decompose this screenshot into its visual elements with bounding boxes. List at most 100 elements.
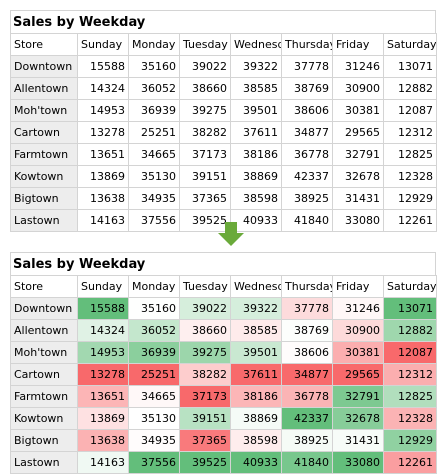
store-name-cell[interactable]: Cartown (10, 363, 78, 386)
sales-value-cell[interactable]: 37173 (179, 385, 231, 408)
sales-value-cell[interactable]: 33080 (332, 209, 384, 232)
sales-value-cell[interactable]: 38598 (230, 429, 282, 452)
sales-value-cell[interactable]: 34935 (128, 429, 180, 452)
sales-value-cell[interactable]: 29565 (332, 363, 384, 386)
store-name-cell[interactable]: Bigtown (10, 187, 78, 210)
sales-value-cell[interactable]: 38282 (179, 363, 231, 386)
sales-value-cell[interactable]: 29565 (332, 121, 384, 144)
sales-value-cell[interactable]: 38869 (230, 407, 282, 430)
sales-value-cell[interactable]: 14953 (77, 99, 129, 122)
sales-value-cell[interactable]: 35130 (128, 165, 180, 188)
store-name-cell[interactable]: Downtown (10, 55, 78, 78)
sales-value-cell[interactable]: 13869 (77, 407, 129, 430)
sales-value-cell[interactable]: 13651 (77, 385, 129, 408)
sales-value-cell[interactable]: 38925 (281, 429, 333, 452)
sales-value-cell[interactable]: 37611 (230, 121, 282, 144)
sales-value-cell[interactable]: 12087 (383, 341, 437, 364)
sales-value-cell[interactable]: 14324 (77, 319, 129, 342)
column-header[interactable]: Friday (332, 275, 384, 298)
sales-value-cell[interactable]: 38660 (179, 77, 231, 100)
sales-value-cell[interactable]: 12312 (383, 363, 437, 386)
sales-value-cell[interactable]: 35160 (128, 55, 180, 78)
sales-value-cell[interactable]: 37556 (128, 451, 180, 474)
sales-value-cell[interactable]: 25251 (128, 121, 180, 144)
sales-value-cell[interactable]: 30381 (332, 341, 384, 364)
sales-value-cell[interactable]: 39275 (179, 341, 231, 364)
sales-value-cell[interactable]: 32678 (332, 165, 384, 188)
sales-value-cell[interactable]: 15588 (77, 55, 129, 78)
column-header[interactable]: Sunday (77, 33, 129, 56)
sales-value-cell[interactable]: 40933 (230, 451, 282, 474)
sales-value-cell[interactable]: 40933 (230, 209, 282, 232)
sales-value-cell[interactable]: 35130 (128, 407, 180, 430)
sales-value-cell[interactable]: 38186 (230, 385, 282, 408)
sales-value-cell[interactable]: 36939 (128, 341, 180, 364)
sales-value-cell[interactable]: 39022 (179, 297, 231, 320)
sales-value-cell[interactable]: 12328 (383, 165, 437, 188)
column-header[interactable]: Wednesday (230, 33, 282, 56)
sales-value-cell[interactable]: 38585 (230, 319, 282, 342)
column-header[interactable]: Tuesday (179, 275, 231, 298)
store-name-cell[interactable]: Downtown (10, 297, 78, 320)
sales-value-cell[interactable]: 13071 (383, 297, 437, 320)
sales-value-cell[interactable]: 39322 (230, 55, 282, 78)
sales-value-cell[interactable]: 13638 (77, 429, 129, 452)
column-header[interactable]: Thursday (281, 275, 333, 298)
sales-value-cell[interactable]: 12825 (383, 385, 437, 408)
sales-value-cell[interactable]: 36052 (128, 319, 180, 342)
sales-value-cell[interactable]: 12929 (383, 187, 437, 210)
sales-value-cell[interactable]: 39525 (179, 209, 231, 232)
sales-value-cell[interactable]: 34877 (281, 121, 333, 144)
sales-value-cell[interactable]: 32791 (332, 143, 384, 166)
sales-value-cell[interactable]: 39501 (230, 99, 282, 122)
column-header[interactable]: Saturday (383, 275, 437, 298)
sales-value-cell[interactable]: 14953 (77, 341, 129, 364)
sales-value-cell[interactable]: 39151 (179, 165, 231, 188)
sales-value-cell[interactable]: 37611 (230, 363, 282, 386)
store-name-cell[interactable]: Moh'town (10, 341, 78, 364)
store-name-cell[interactable]: Kowtown (10, 165, 78, 188)
store-name-cell[interactable]: Lastown (10, 451, 78, 474)
sales-value-cell[interactable]: 13278 (77, 121, 129, 144)
sales-value-cell[interactable]: 37365 (179, 187, 231, 210)
store-name-cell[interactable]: Allentown (10, 77, 78, 100)
sales-value-cell[interactable]: 36778 (281, 385, 333, 408)
store-name-cell[interactable]: Cartown (10, 121, 78, 144)
sales-value-cell[interactable]: 37778 (281, 297, 333, 320)
sales-value-cell[interactable]: 37556 (128, 209, 180, 232)
sales-value-cell[interactable]: 12882 (383, 319, 437, 342)
sales-value-cell[interactable]: 13869 (77, 165, 129, 188)
column-header[interactable]: Monday (128, 33, 180, 56)
sales-value-cell[interactable]: 41840 (281, 209, 333, 232)
column-header[interactable]: Store (10, 275, 78, 298)
sales-value-cell[interactable]: 12328 (383, 407, 437, 430)
sales-value-cell[interactable]: 38869 (230, 165, 282, 188)
sales-value-cell[interactable]: 42337 (281, 407, 333, 430)
sales-value-cell[interactable]: 34665 (128, 143, 180, 166)
sales-value-cell[interactable]: 15588 (77, 297, 129, 320)
sales-value-cell[interactable]: 34935 (128, 187, 180, 210)
sales-value-cell[interactable]: 38282 (179, 121, 231, 144)
store-name-cell[interactable]: Farmtown (10, 143, 78, 166)
sales-value-cell[interactable]: 38606 (281, 99, 333, 122)
sales-value-cell[interactable]: 12261 (383, 209, 437, 232)
store-name-cell[interactable]: Allentown (10, 319, 78, 342)
column-header[interactable]: Sunday (77, 275, 129, 298)
sales-value-cell[interactable]: 34665 (128, 385, 180, 408)
sales-value-cell[interactable]: 25251 (128, 363, 180, 386)
store-name-cell[interactable]: Bigtown (10, 429, 78, 452)
sales-value-cell[interactable]: 14163 (77, 451, 129, 474)
column-header[interactable]: Store (10, 33, 78, 56)
sales-value-cell[interactable]: 32791 (332, 385, 384, 408)
sales-value-cell[interactable]: 31431 (332, 187, 384, 210)
column-header[interactable]: Thursday (281, 33, 333, 56)
sales-value-cell[interactable]: 31246 (332, 297, 384, 320)
column-header[interactable]: Saturday (383, 33, 437, 56)
sales-value-cell[interactable]: 39501 (230, 341, 282, 364)
sales-value-cell[interactable]: 13651 (77, 143, 129, 166)
sales-value-cell[interactable]: 34877 (281, 363, 333, 386)
column-header[interactable]: Friday (332, 33, 384, 56)
sales-value-cell[interactable]: 39525 (179, 451, 231, 474)
sales-value-cell[interactable]: 37173 (179, 143, 231, 166)
sales-value-cell[interactable]: 38660 (179, 319, 231, 342)
